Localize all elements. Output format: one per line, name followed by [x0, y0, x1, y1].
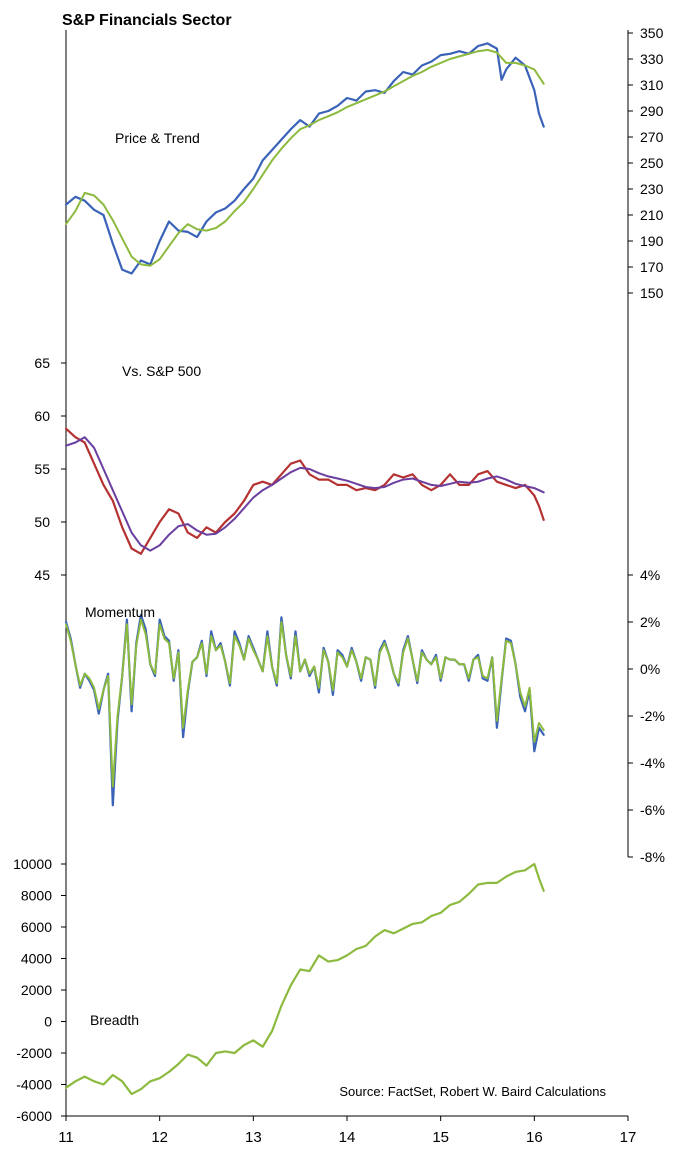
x-tick-label: 11 [58, 1129, 74, 1146]
chart-title: S&P Financials Sector [62, 12, 232, 29]
y-tick-label: -6% [640, 802, 665, 818]
y-tick-label: -2% [640, 708, 665, 724]
series-line-price [64, 42, 545, 275]
axes: 11 12 13 14 15 16 17 150 170 190 210 230 250 270 290 31… [13, 25, 665, 1146]
x-tick-label: 15 [432, 1129, 449, 1146]
y-tick-label: 150 [640, 285, 664, 301]
series-line-trend [65, 436, 545, 552]
series-line-slow [65, 618, 545, 788]
panel-label: Price & Trend [115, 130, 200, 146]
y-tick-label: -8% [640, 849, 665, 865]
y-tick-label: 210 [640, 207, 664, 223]
y-tick-label: 2000 [21, 982, 52, 998]
y-tick-label: -4% [640, 755, 665, 771]
y-tick-label: 190 [640, 233, 664, 249]
y-tick-label: 0% [640, 661, 660, 677]
source-note: Source: FactSet, Robert W. Baird Calcula… [339, 1084, 606, 1099]
x-tick-label: 14 [339, 1129, 356, 1146]
series-line-breadth [64, 862, 545, 1096]
series-line-trend [65, 48, 545, 267]
panel-labels: Price & Trend Vs. S&P 500 Momentum Breadth [85, 130, 201, 1028]
series-layer [64, 42, 545, 1096]
panel-label: Vs. S&P 500 [122, 363, 201, 379]
y-tick-label: -4000 [16, 1077, 52, 1093]
y-tick-label: 270 [640, 129, 664, 145]
x-tick-label: 13 [245, 1129, 262, 1146]
y-tick-label: -2000 [16, 1045, 52, 1061]
y-tick-label: 4% [640, 567, 660, 583]
y-tick-label: 10000 [13, 856, 52, 872]
panel-label: Momentum [85, 604, 155, 620]
y-tick-label: 65 [34, 355, 50, 371]
y-tick-label: 290 [640, 103, 664, 119]
y-tick-label: 6000 [21, 919, 52, 935]
y-tick-label: 60 [34, 408, 50, 424]
x-tick-label: 16 [526, 1129, 543, 1146]
series-line-relative [64, 427, 545, 555]
y-tick-label: 330 [640, 51, 664, 67]
panel-label: Breadth [90, 1012, 139, 1028]
x-tick-label: 12 [151, 1129, 168, 1146]
y-tick-label: 50 [34, 514, 50, 530]
y-tick-label: 230 [640, 181, 664, 197]
y-tick-label: 350 [640, 25, 664, 41]
y-tick-label: 250 [640, 155, 664, 171]
y-tick-label: 310 [640, 77, 664, 93]
y-tick-label: 45 [34, 567, 50, 583]
x-tick-label: 17 [620, 1129, 637, 1146]
y-tick-label: 4000 [21, 951, 52, 967]
y-tick-label: 8000 [21, 888, 52, 904]
y-tick-label: -6000 [16, 1108, 52, 1124]
y-tick-label: 2% [640, 614, 660, 630]
y-tick-label: 55 [34, 461, 50, 477]
y-tick-label: 170 [640, 259, 664, 275]
y-tick-label: 0 [44, 1014, 52, 1030]
